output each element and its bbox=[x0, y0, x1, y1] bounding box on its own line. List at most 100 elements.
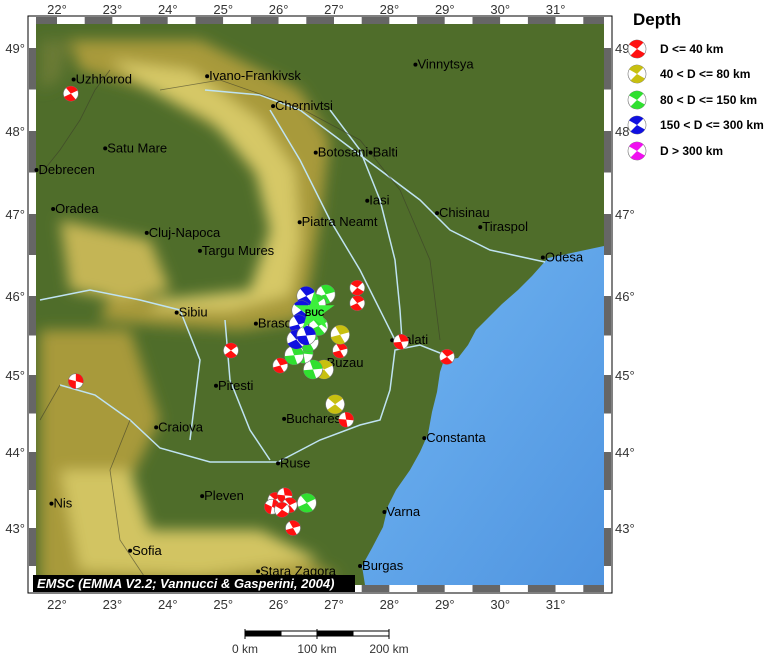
city-piatra-neamt[interactable]: Piatra Neamt bbox=[297, 214, 378, 229]
legend-beachball[interactable] bbox=[627, 64, 648, 85]
legend-title: Depth bbox=[633, 10, 682, 29]
city-label: Constanta bbox=[426, 430, 486, 445]
city-dot bbox=[174, 310, 179, 315]
scale-label-0: 0 km bbox=[231, 642, 259, 656]
city-label: Targu Mures bbox=[202, 243, 275, 258]
focal-mechanism[interactable] bbox=[327, 321, 354, 348]
city-label: Ruse bbox=[280, 455, 310, 470]
beachball-icon bbox=[627, 115, 648, 136]
city-tiraspol[interactable]: Tiraspol bbox=[478, 219, 528, 234]
legend-beachball[interactable] bbox=[627, 115, 648, 136]
city-dot bbox=[390, 338, 395, 343]
lat-tick-label: 46° bbox=[615, 289, 635, 304]
frame-segment bbox=[29, 24, 36, 48]
city-label: Sibiu bbox=[179, 305, 208, 320]
legend-beachball[interactable] bbox=[627, 89, 648, 110]
beachball-icon bbox=[627, 38, 648, 59]
city-botosani[interactable]: Botosani bbox=[313, 145, 369, 160]
lon-tick-label: 30° bbox=[490, 2, 510, 17]
city-vinnytsya[interactable]: Vinnytsya bbox=[413, 57, 474, 72]
frame-segment bbox=[583, 17, 604, 24]
city-odesa[interactable]: Odesa bbox=[540, 249, 584, 264]
city-sibiu[interactable]: Sibiu bbox=[174, 305, 208, 320]
city-ivano-frankivsk[interactable]: Ivano-Frankivsk bbox=[205, 68, 301, 83]
city-label: Varna bbox=[386, 504, 420, 519]
focal-mechanism[interactable] bbox=[390, 331, 411, 352]
frame-segment bbox=[472, 17, 501, 24]
focal-mechanism[interactable] bbox=[273, 501, 290, 518]
city-constanta[interactable]: Constanta bbox=[422, 430, 486, 445]
lon-tick-label: 23° bbox=[103, 597, 123, 612]
frame-segment bbox=[444, 585, 473, 592]
focal-mechanism[interactable] bbox=[336, 409, 356, 429]
focal-mechanism[interactable] bbox=[270, 355, 291, 376]
city-craiova[interactable]: Craiova bbox=[154, 419, 204, 434]
city-debrecen[interactable]: Debrecen bbox=[34, 162, 95, 177]
frame-segment bbox=[29, 490, 36, 528]
city-dot bbox=[200, 494, 205, 499]
focal-mechanism[interactable] bbox=[323, 392, 347, 416]
focal-mechanism[interactable] bbox=[293, 322, 320, 349]
frame-segment bbox=[604, 89, 611, 131]
city-bucharest[interactable]: Bucharest bbox=[282, 411, 345, 426]
focal-mechanism[interactable] bbox=[349, 279, 366, 296]
legend-beachball[interactable] bbox=[627, 140, 648, 161]
city-dot bbox=[478, 225, 483, 230]
epicenter-marker[interactable]: BUC bbox=[294, 290, 335, 329]
frame-segment bbox=[278, 17, 307, 24]
city-stara-zagora[interactable]: Stara Zagora bbox=[256, 563, 337, 578]
frame-segment bbox=[604, 413, 611, 452]
city-label: Piatra Neamt bbox=[302, 214, 378, 229]
city-iasi[interactable]: Iasi bbox=[365, 193, 390, 208]
city-chisinau[interactable]: Chisinau bbox=[435, 205, 490, 220]
frame-segment bbox=[500, 17, 528, 24]
focal-mechanism[interactable] bbox=[294, 490, 320, 516]
lon-tick-label: 31° bbox=[546, 597, 566, 612]
frame-segment bbox=[29, 296, 36, 336]
focal-mechanism[interactable] bbox=[221, 341, 240, 360]
frame-segment bbox=[29, 48, 36, 90]
frame-segment bbox=[604, 214, 611, 255]
frame-segment bbox=[29, 255, 36, 296]
city-chernivtsi[interactable]: Chernivtsi bbox=[271, 98, 333, 113]
lon-tick-label: 27° bbox=[324, 597, 344, 612]
city-nis[interactable]: Nis bbox=[49, 496, 73, 511]
scale-bar-graphic bbox=[244, 629, 390, 639]
legend-label: 80 < D <= 150 km bbox=[660, 92, 758, 107]
city-pleven[interactable]: Pleven bbox=[200, 488, 244, 503]
legend-beachball[interactable] bbox=[627, 38, 648, 59]
city-dot bbox=[422, 436, 427, 441]
city-targu-mures[interactable]: Targu Mures bbox=[197, 243, 275, 258]
focal-mechanism[interactable] bbox=[282, 517, 303, 538]
lat-tick-label: 47° bbox=[615, 207, 635, 222]
city-dot bbox=[413, 62, 418, 67]
focal-mechanism[interactable] bbox=[347, 293, 367, 313]
city-satu-mare[interactable]: Satu Mare bbox=[103, 140, 167, 155]
city-uzhhorod[interactable]: Uzhhorod bbox=[71, 72, 132, 87]
city-dot bbox=[358, 564, 363, 568]
city-pitesti[interactable]: Pitesti bbox=[213, 378, 254, 393]
city-dot bbox=[435, 211, 440, 216]
lon-tick-label: 25° bbox=[213, 597, 233, 612]
focal-mechanism[interactable] bbox=[66, 372, 85, 391]
city-balti[interactable]: Balti bbox=[368, 145, 398, 160]
focal-mechanism[interactable] bbox=[437, 347, 457, 367]
city-ruse[interactable]: Ruse bbox=[276, 455, 310, 470]
black-sea bbox=[362, 246, 604, 585]
city-label: Nis bbox=[53, 496, 72, 511]
focal-mechanism[interactable] bbox=[330, 340, 351, 361]
city-burgas[interactable]: Burgas bbox=[358, 558, 404, 573]
frame-segment bbox=[604, 131, 611, 173]
city-varna[interactable]: Varna bbox=[382, 504, 421, 519]
city-label: Chernivtsi bbox=[275, 98, 333, 113]
scale-label-100: 100 km bbox=[297, 642, 337, 656]
city-brasov[interactable]: Brasov bbox=[253, 316, 299, 331]
lat-tick-label: 44° bbox=[615, 445, 635, 460]
focal-mechanism[interactable] bbox=[61, 83, 81, 103]
city-dot bbox=[276, 461, 281, 466]
city-oradea[interactable]: Oradea bbox=[51, 201, 99, 216]
city-sofia[interactable]: Sofia bbox=[128, 543, 163, 558]
city-cluj-napoca[interactable]: Cluj-Napoca bbox=[144, 225, 221, 240]
frame-segment bbox=[604, 172, 611, 214]
frame-segment bbox=[29, 89, 36, 131]
